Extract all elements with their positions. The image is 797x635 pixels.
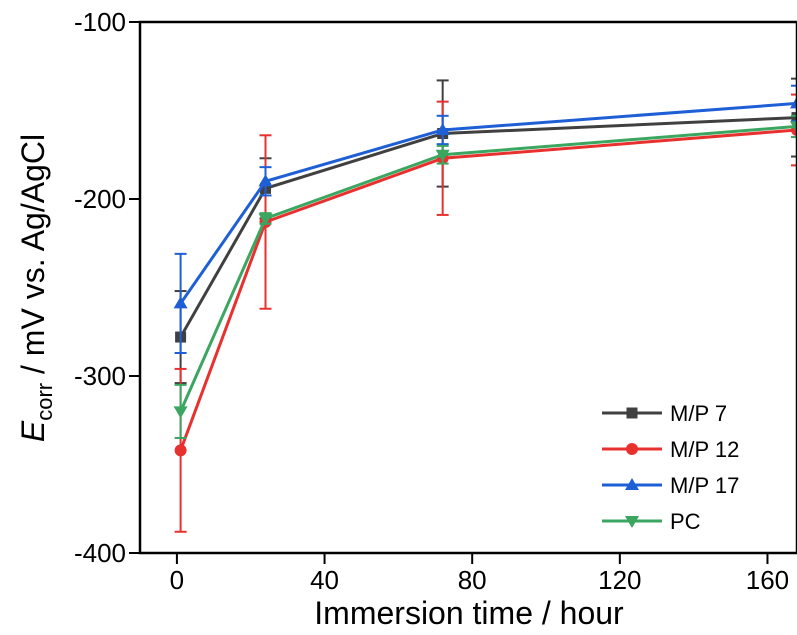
legend-label: PC [670,509,701,534]
x-tick-label: 160 [746,565,789,595]
legend-label: M/P 17 [670,473,739,498]
y-axis-subscript: corr [32,383,57,421]
series-line [179,101,797,305]
y-tick-label: -300 [74,361,126,391]
series-line [179,124,797,413]
x-tick-label: 40 [310,565,339,595]
y-axis-rest: / mV vs. Ag/AgCl [15,134,51,383]
marker [626,443,638,455]
y-axis-label: Ecorr / mV vs. Ag/AgCl [15,134,57,442]
marker [626,407,638,419]
x-tick-label: 120 [598,565,641,595]
marker [173,406,188,419]
marker [435,149,450,162]
x-tick-label: 80 [458,565,487,595]
x-axis-label: Immersion time / hour [314,595,624,631]
plot-frame [138,20,797,555]
y-tick-label: -400 [74,538,126,568]
y-tick-label: -200 [74,184,126,214]
marker [625,516,639,528]
marker [790,96,797,109]
y-axis-symbol: E [15,420,51,442]
legend-label: M/P 12 [670,437,739,462]
series-line [179,116,797,338]
error-bar [791,84,797,123]
marker [625,478,639,490]
marker [791,112,797,124]
error-bar [791,77,797,158]
error-bar [791,114,797,139]
marker [435,122,450,135]
series-line [179,128,797,451]
marker [173,296,188,309]
x-tick-label: 0 [170,565,184,595]
legend-label: M/P 7 [670,401,727,426]
marker [258,213,273,226]
marker [258,174,273,187]
error-bar [791,93,797,167]
y-tick-label: -100 [74,7,126,37]
marker [174,444,187,457]
marker [790,121,797,134]
